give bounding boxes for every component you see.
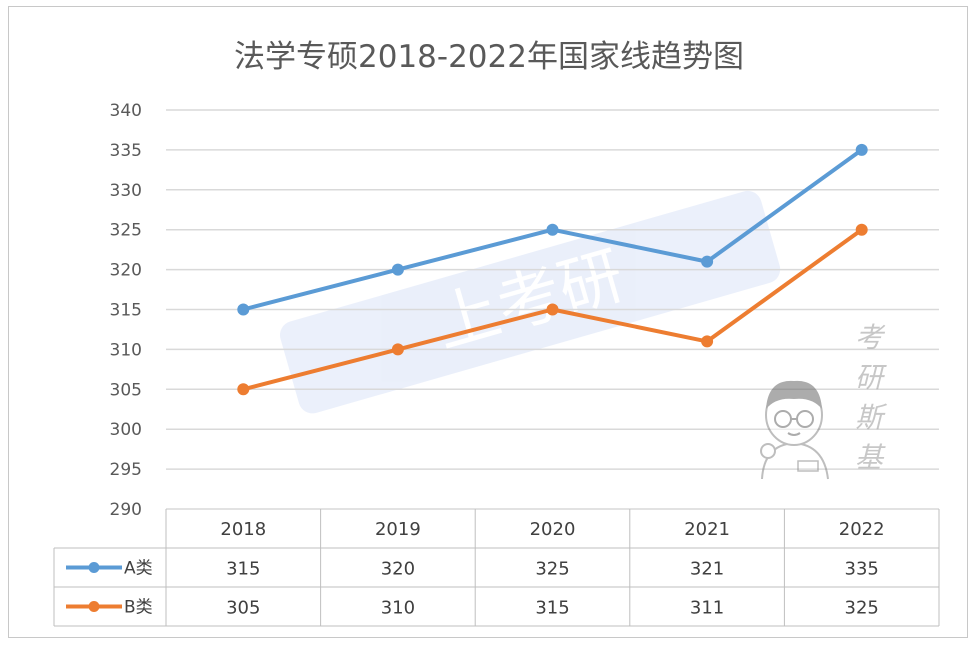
watermark-char: 斯: [855, 401, 888, 434]
y-tick-label: 330: [110, 181, 142, 201]
data-table: 2018 2019 2020 2021 2022 A类 315 320 325 321 335 B类 3…: [53, 509, 940, 627]
table-value-cell: 311: [690, 598, 724, 619]
watermark-char: 基: [855, 441, 886, 474]
x-category-label: 2018: [220, 519, 266, 540]
table-value-cell: 315: [226, 559, 260, 580]
data-point: [546, 303, 559, 316]
x-category-label: 2019: [375, 519, 421, 540]
y-tick-label: 305: [110, 380, 142, 400]
y-tick-label: 340: [110, 101, 142, 121]
y-tick-label: 335: [110, 141, 142, 161]
mascot-figure: [760, 380, 829, 480]
y-tick-label: 310: [110, 340, 142, 360]
watermark-char: 考: [855, 321, 886, 354]
table-value-cell: 321: [690, 559, 724, 580]
x-category-label: 2020: [530, 519, 576, 540]
table-value-cell: 305: [226, 598, 260, 619]
y-tick-label: 320: [110, 261, 142, 281]
table-value-cell: 320: [381, 559, 415, 580]
data-point: [237, 383, 250, 396]
series-lines: [237, 143, 868, 396]
x-category-label: 2021: [684, 519, 730, 540]
watermark-banner: 上考研: [279, 190, 781, 414]
gridlines: [166, 109, 939, 510]
table-value-cell: 315: [535, 598, 569, 619]
chart-svg: 上考研 法学专硕2018-2022年国家线趋势图 290 295 300 305 310…: [53, 39, 940, 627]
y-tick-label: 300: [110, 420, 142, 440]
y-axis-ticks: 290 295 300 305 310 315 320 325 330 335 340: [110, 101, 142, 520]
table-value-cell: 325: [845, 598, 879, 619]
legend-series-name: B类: [124, 598, 153, 618]
data-point: [855, 223, 868, 236]
table-value-cell: 325: [535, 559, 569, 580]
legend-marker-swatch: [88, 562, 100, 573]
table-value-cell: 310: [381, 598, 415, 619]
legend-marker-swatch: [88, 601, 100, 612]
data-point: [391, 343, 404, 356]
x-category-label: 2022: [839, 519, 885, 540]
data-point: [237, 303, 250, 316]
data-point: [701, 255, 714, 268]
chart-frame: 上考研 法学专硕2018-2022年国家线趋势图 290 295 300 305 310…: [8, 6, 968, 638]
y-tick-label: 295: [110, 460, 142, 480]
legend-series-name: A类: [124, 559, 153, 579]
y-tick-label: 290: [110, 500, 142, 520]
data-point: [855, 143, 868, 156]
y-tick-label: 315: [110, 301, 142, 321]
data-point: [391, 263, 404, 276]
data-point: [701, 335, 714, 348]
table-value-cell: 335: [845, 559, 879, 580]
y-tick-label: 325: [110, 221, 142, 241]
chart-title: 法学专硕2018-2022年国家线趋势图: [234, 39, 744, 75]
watermark-char: 研: [855, 361, 887, 394]
data-point: [546, 223, 559, 236]
